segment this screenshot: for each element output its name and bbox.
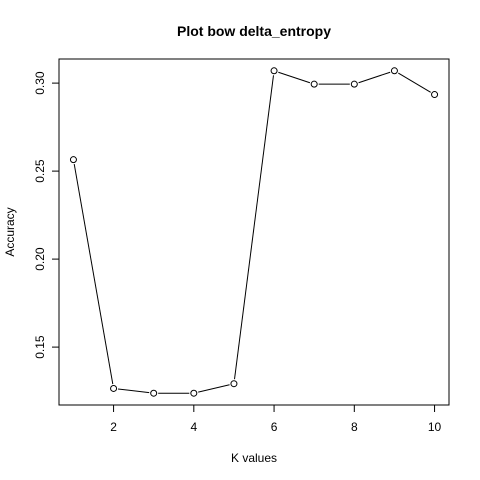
data-point (69, 156, 77, 164)
data-point (350, 80, 358, 88)
line-segment (358, 71, 391, 84)
data-point (150, 389, 158, 397)
data-point (310, 80, 318, 88)
y-axis-label: Accuracy (3, 207, 17, 256)
series-line (73, 71, 431, 394)
x-tick-label: 6 (271, 420, 278, 434)
data-point (190, 389, 198, 397)
data-point (110, 384, 118, 392)
y-tick-label: 0.30 (33, 71, 47, 95)
y-tick-label: 0.15 (33, 335, 47, 359)
x-axis: 2 4 6 8 10 (110, 405, 442, 434)
data-point (390, 67, 398, 75)
line-segment (117, 388, 150, 394)
x-tick-label: 4 (190, 420, 197, 434)
data-point (230, 380, 238, 388)
chart-title: Plot bow delta_entropy (177, 23, 331, 39)
y-tick-label: 0.20 (33, 247, 47, 271)
y-tick-label: 0.25 (33, 159, 47, 183)
x-tick-label: 10 (428, 420, 442, 434)
x-tick-label: 8 (351, 420, 358, 434)
plot-frame (58, 58, 450, 406)
line-segment (234, 75, 274, 380)
line-segment (73, 164, 114, 385)
data-point (431, 91, 439, 99)
x-tick-label: 2 (110, 420, 117, 434)
x-axis-label: K values (231, 451, 277, 465)
line-segment (278, 71, 311, 84)
line-segment (398, 72, 431, 93)
line-segment (198, 384, 230, 393)
data-point (270, 67, 278, 75)
y-axis: 0.15 0.20 0.25 0.30 (33, 71, 59, 359)
data-points (69, 67, 439, 397)
